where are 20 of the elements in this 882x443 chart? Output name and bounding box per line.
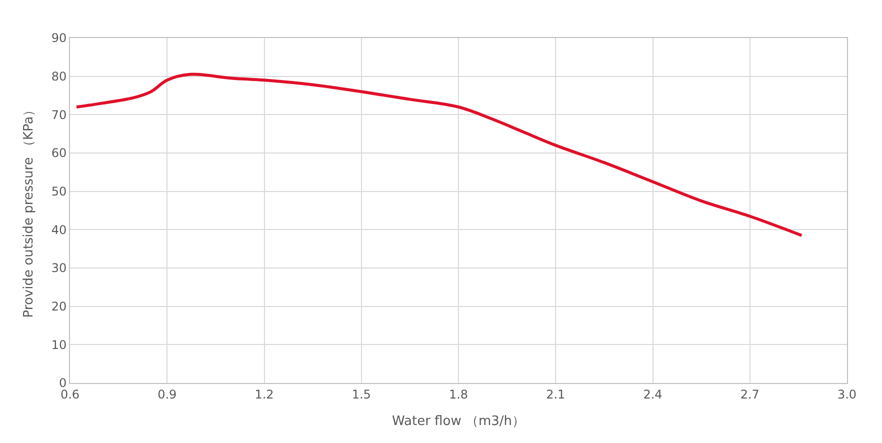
x-tick-label: 3.0 xyxy=(837,387,857,402)
y-tick-label: 10 xyxy=(51,338,67,352)
x-tick-label: 1.8 xyxy=(448,387,468,402)
y-tick-label: 30 xyxy=(51,261,67,276)
y-tick-label: 60 xyxy=(51,146,67,160)
y-tick-label: 80 xyxy=(51,70,67,84)
x-tick-label: 1.2 xyxy=(254,387,274,402)
line-series xyxy=(74,72,804,237)
y-axis-title: Provide outside pressure （KPa） xyxy=(21,103,36,318)
y-tick-label: 40 xyxy=(51,222,67,237)
y-tick-label: 50 xyxy=(51,184,67,199)
y-tick-label: 20 xyxy=(51,300,67,314)
y-tick-label: 70 xyxy=(51,108,67,122)
x-tick-label: 2.4 xyxy=(643,387,662,402)
x-axis-title: Water flow （m3/h） xyxy=(392,414,526,429)
x-tick-label: 2.1 xyxy=(546,387,566,402)
x-tick-label: 1.5 xyxy=(352,387,371,402)
x-tick-label: 0.9 xyxy=(158,387,177,402)
x-tick-label: 2.7 xyxy=(740,387,760,402)
y-tick-label: 90 xyxy=(51,31,67,46)
